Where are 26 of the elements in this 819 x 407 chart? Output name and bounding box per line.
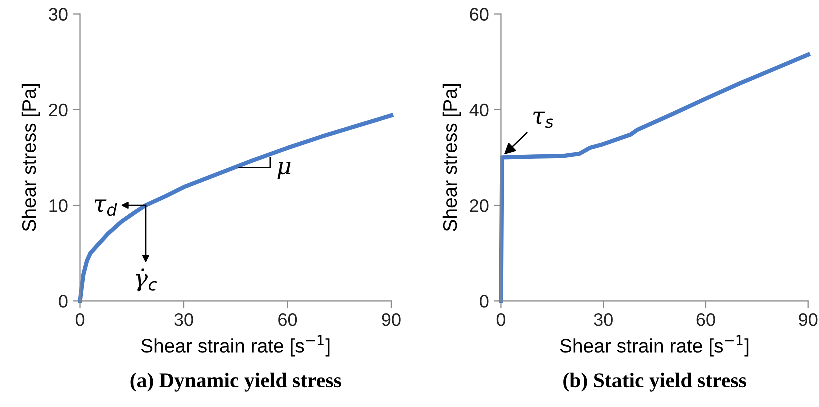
x-tick-label: 0 xyxy=(76,313,85,326)
x-axis-title: Shear strain rate [s$^{−1}$] xyxy=(560,335,749,357)
annotation: γ̇$_{c}$ xyxy=(136,268,158,292)
x-axis-title: Shear strain rate [s$^{−1}$] xyxy=(141,335,330,357)
x-tick-label: 0 xyxy=(496,313,506,326)
annotation: μ xyxy=(278,162,291,180)
y-axis-title: Shear stress [Pa] xyxy=(22,84,40,232)
y-tick-label: 40 xyxy=(470,104,489,117)
y-tick-label: 0 xyxy=(59,295,68,308)
y-axis-title: Shear stress [Pa] xyxy=(442,84,462,232)
y-tick-label: 20 xyxy=(49,104,68,117)
y-tick-label: 30 xyxy=(49,8,68,21)
y-tick-label: 20 xyxy=(470,199,489,212)
x-tick-label: 30 xyxy=(174,313,194,326)
x-tick-label: 30 xyxy=(594,313,613,326)
text: (b) Static yield stress xyxy=(564,372,746,392)
x-tick-label: 90 xyxy=(382,313,401,326)
annotation: τ$_{d}$ xyxy=(94,200,118,216)
y-tick-label: 10 xyxy=(50,199,68,212)
y-tick-label: 60 xyxy=(470,8,489,21)
y-tick-label: 0 xyxy=(480,295,489,308)
annotation: τ$_{s}$ xyxy=(534,112,554,128)
x-tick-label: 60 xyxy=(278,313,298,326)
x-tick-label: 90 xyxy=(799,313,818,326)
x-tick-label: 60 xyxy=(696,313,716,326)
text: (a) Dynamic yield stress xyxy=(130,372,342,392)
